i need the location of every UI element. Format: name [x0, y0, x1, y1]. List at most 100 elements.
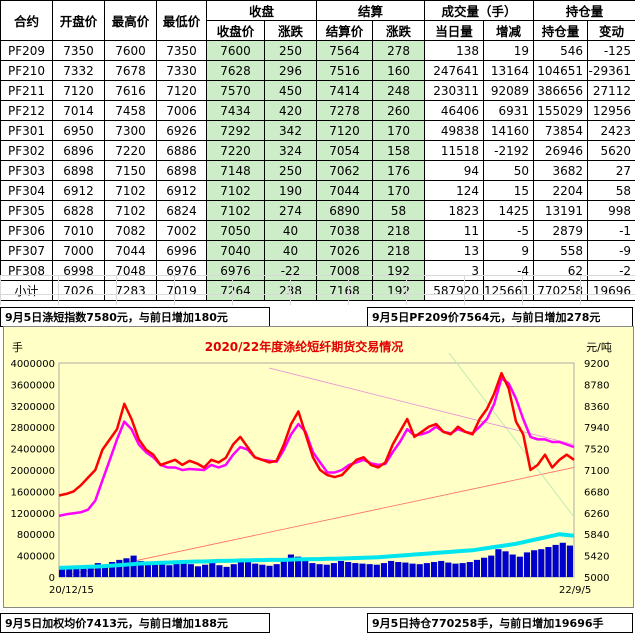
table-cell: 420 [263, 100, 318, 121]
volume-bar [473, 559, 481, 577]
right-tick-label: 6260 [584, 509, 609, 520]
table-cell: 7292 [206, 120, 265, 141]
header-close: 收盘价 [206, 20, 265, 41]
table-cell: 40 [263, 220, 318, 241]
table-cell: 26946 [533, 140, 589, 161]
table-cell: 7120 [316, 120, 374, 141]
table-cell: 248 [372, 80, 426, 101]
volume-bar [295, 556, 302, 577]
table-cell: 324 [263, 140, 318, 161]
table-cell: -29361 [587, 60, 635, 81]
table-cell: 92089 [483, 80, 535, 101]
volume-bar [209, 563, 216, 577]
left-axis-unit: 手 [12, 340, 23, 354]
table-cell: 170 [372, 120, 426, 141]
avg-price-info-box: 9月5日加权均价7413元，与前日增加188元 [0, 613, 270, 633]
volume-bar [423, 563, 430, 577]
volume-bar [402, 562, 409, 577]
table-cell: 138 [424, 40, 485, 61]
volume-bar [359, 563, 366, 577]
volume-bar [416, 564, 423, 577]
table-cell: 94 [424, 160, 485, 181]
table-cell: 7082 [104, 220, 157, 241]
table-row: PF304 6912 7102 6912 7102 190 7044 170 124 15 2204… [0, 180, 635, 201]
table-row: PF302 6896 7220 6886 7220 324 7054 158 11518 -219… [0, 140, 635, 161]
table-cell: 7278 [316, 100, 374, 121]
table-cell: 49838 [424, 120, 485, 141]
header-settle: 结算价 [316, 20, 374, 41]
table-cell: 160 [372, 60, 426, 81]
volume-bar [323, 564, 330, 577]
volume-bar [151, 563, 159, 577]
table-cell: -2192 [483, 140, 535, 161]
left-tick-label: 4000000 [10, 359, 55, 370]
table-cell: 7350 [156, 40, 207, 61]
right-tick-label: 5840 [584, 530, 609, 541]
table-cell: 260 [372, 100, 426, 121]
right-tick-label: 7940 [584, 423, 609, 434]
table-cell: 124 [424, 180, 485, 201]
table-cell: 7414 [316, 80, 374, 101]
table-row: PF211 7120 7616 7120 7570 450 7414 248 230311 920… [0, 80, 635, 101]
left-tick-label: 1200000 [10, 509, 55, 520]
right-tick-label: 8780 [584, 380, 609, 391]
volume-bar [337, 560, 345, 577]
contract-cell: PF212 [0, 100, 53, 121]
header-contract: 合约 [0, 0, 53, 41]
header-settle-change: 涨跌 [372, 20, 426, 41]
table-cell: 218 [372, 240, 426, 261]
table-cell: 170 [372, 180, 426, 201]
volume-bar [223, 566, 230, 577]
table-cell: 247641 [424, 60, 485, 81]
table-cell: 296 [263, 60, 318, 81]
table-cell: 6828 [52, 200, 105, 221]
right-tick-label: 7100 [584, 466, 609, 477]
contract-cell: PF303 [0, 160, 53, 181]
volume-bar [66, 567, 73, 577]
table-cell: 7434 [206, 100, 265, 121]
table-row: PF305 6828 7102 6824 7102 274 6890 58 1823 1425 13… [0, 200, 635, 221]
volume-bar [545, 547, 552, 577]
volume-bar [59, 568, 66, 577]
table-cell: 13164 [483, 60, 535, 81]
volume-bar [280, 560, 287, 577]
table-cell: 6896 [52, 140, 105, 161]
table-cell: 13191 [533, 200, 589, 221]
left-tick-label: 2800000 [10, 423, 55, 434]
table-cell: 7678 [104, 60, 157, 81]
trend-line [58, 467, 575, 578]
table-cell: 7564 [316, 40, 374, 61]
table-cell: 6912 [156, 180, 207, 201]
table-row: PF303 6898 7150 6898 7148 250 7062 176 94 50 3682 2… [0, 160, 635, 181]
volume-bar [566, 545, 573, 577]
volume-bar [259, 564, 266, 577]
index-series-line [58, 377, 575, 518]
volume-bar [180, 560, 187, 577]
contract-cell: PF306 [0, 220, 53, 241]
volume-bar [252, 563, 259, 577]
table-cell: 73854 [533, 120, 589, 141]
futures-table: 合约 开盘价 最高价 最低价 收盘 结算 成交量（手） 持仓量 收盘价 涨跌 结… [0, 0, 635, 301]
table-cell: 7300 [104, 120, 157, 141]
header-oi-change: 变动 [587, 20, 635, 41]
volume-bar [445, 562, 452, 577]
table-cell: 998 [587, 200, 635, 221]
table-cell: 274 [263, 200, 318, 221]
right-tick-label: 5420 [584, 552, 609, 563]
left-tick-label: 400000 [17, 552, 55, 563]
table-cell: 58 [587, 180, 635, 201]
header-volume-change: 增减 [483, 20, 535, 41]
chart-panel: 4000000 3600000 3200000 2800000 2400000 20000… [3, 326, 634, 608]
table-cell: 2423 [587, 120, 635, 141]
volume-bar [309, 563, 316, 577]
table-cell: 15 [483, 180, 535, 201]
table-cell: 6931 [483, 100, 535, 121]
table-cell: 6996 [156, 240, 207, 261]
table-cell: 7044 [316, 180, 374, 201]
table-cell: 278 [372, 40, 426, 61]
table-cell: -5 [483, 220, 535, 241]
table-cell: 558 [533, 240, 589, 261]
volume-bar [459, 563, 466, 577]
volume-bar [523, 552, 531, 577]
table-cell: 7628 [206, 60, 265, 81]
